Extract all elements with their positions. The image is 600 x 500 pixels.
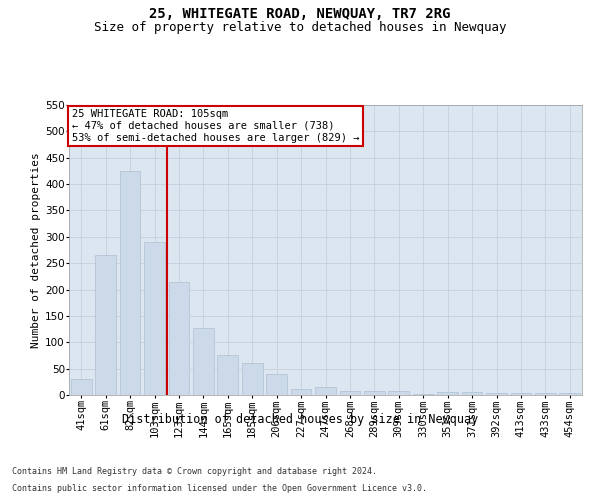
- Text: Distribution of detached houses by size in Newquay: Distribution of detached houses by size …: [122, 412, 478, 426]
- Bar: [290, 388, 311, 395]
- Bar: [461, 392, 482, 395]
- Text: Contains HM Land Registry data © Crown copyright and database right 2024.: Contains HM Land Registry data © Crown c…: [12, 468, 377, 476]
- Bar: [144, 242, 165, 395]
- Text: Size of property relative to detached houses in Newquay: Size of property relative to detached ho…: [94, 21, 506, 34]
- Text: 25 WHITEGATE ROAD: 105sqm
← 47% of detached houses are smaller (738)
53% of semi: 25 WHITEGATE ROAD: 105sqm ← 47% of detac…: [71, 110, 359, 142]
- Bar: [486, 393, 507, 395]
- Bar: [364, 391, 385, 395]
- Bar: [193, 328, 214, 395]
- Bar: [340, 391, 361, 395]
- Bar: [242, 364, 263, 395]
- Bar: [169, 282, 190, 395]
- Bar: [95, 256, 116, 395]
- Text: 25, WHITEGATE ROAD, NEWQUAY, TR7 2RG: 25, WHITEGATE ROAD, NEWQUAY, TR7 2RG: [149, 8, 451, 22]
- Bar: [119, 171, 140, 395]
- Bar: [266, 374, 287, 395]
- Bar: [535, 394, 556, 395]
- Bar: [388, 391, 409, 395]
- Bar: [217, 356, 238, 395]
- Bar: [511, 393, 532, 395]
- Y-axis label: Number of detached properties: Number of detached properties: [31, 152, 41, 348]
- Bar: [71, 379, 92, 395]
- Bar: [315, 387, 336, 395]
- Bar: [559, 394, 580, 395]
- Bar: [413, 394, 434, 395]
- Bar: [437, 392, 458, 395]
- Text: Contains public sector information licensed under the Open Government Licence v3: Contains public sector information licen…: [12, 484, 427, 493]
